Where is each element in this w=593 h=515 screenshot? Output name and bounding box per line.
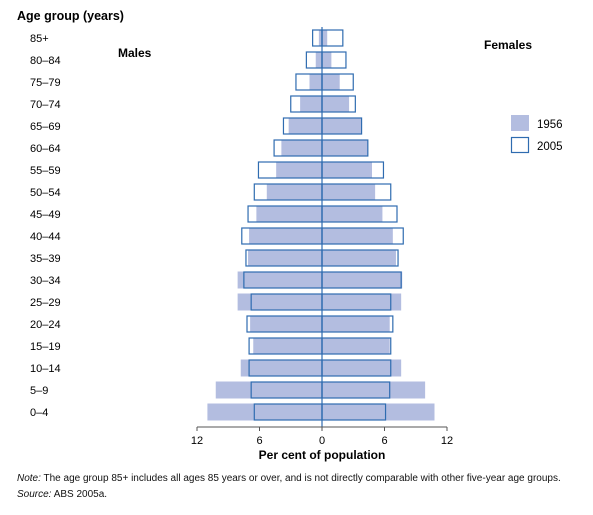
bar-1956-males-65–69 [288,117,322,135]
category-label-25–29: 25–29 [30,297,61,309]
category-label-50–54: 50–54 [30,187,61,199]
bar-1956-males-50–54 [266,183,322,201]
bar-1956-females-25–29 [322,293,402,311]
bar-1956-females-50–54 [322,183,376,201]
category-label-65–69: 65–69 [30,121,61,133]
bar-1956-females-10–14 [322,359,402,377]
category-label-75–79: 75–79 [30,77,61,89]
bar-1956-males-15–19 [253,337,322,355]
bar-1956-females-55–59 [322,161,372,179]
bar-1956-females-45–49 [322,205,383,223]
category-label-5–9: 5–9 [30,385,48,397]
bar-1956-males-60–64 [281,139,322,157]
bar-1956-females-20–24 [322,315,390,333]
legend-label-2005: 2005 [537,141,563,153]
bar-1956-females-75–79 [322,73,340,91]
bar-1956-females-65–69 [322,117,362,135]
bar-1956-females-70–74 [322,95,350,113]
x-axis-title: Per cent of population [259,448,386,462]
category-labels: 0–4 5–9 10–14 15–19 20–24 25–29 30–34 35–39 40–4… [30,33,61,419]
bar-1956-males-0–4 [207,403,322,421]
bar-1956-females-35–39 [322,249,396,267]
bar-1956-males-25–29 [237,293,322,311]
bar-1956-males-35–39 [248,249,322,267]
x-tick-label: 12 [191,435,203,447]
bar-1956-males-40–44 [249,227,322,245]
source-label: Source: [17,489,52,500]
bar-1956-females-60–64 [322,139,368,157]
bar-1956-females-85+ [322,29,328,47]
category-label-20–24: 20–24 [30,319,61,331]
bar-1956-males-70–74 [300,95,322,113]
note: Note: The age group 85+ includes all age… [17,473,561,484]
category-label-40–44: 40–44 [30,231,61,243]
bar-1956-females-30–34 [322,271,403,289]
category-label-10–14: 10–14 [30,363,61,375]
source: Source: ABS 2005a. [17,489,107,500]
y-axis-title: Age group (years) [17,9,124,23]
x-tick-label: 6 [381,435,387,447]
x-axis: 12 6 0 6 12 [191,27,453,447]
bar-1956-females-15–19 [322,337,390,355]
bar-1956-males-5–9 [215,381,322,399]
bar-1956-males-10–14 [240,359,322,377]
category-label-85+: 85+ [30,33,49,45]
legend-label-1956: 1956 [537,119,563,131]
category-label-60–64: 60–64 [30,143,61,155]
legend-swatch-2005 [510,136,530,154]
bar-1956-females-5–9 [322,381,426,399]
category-label-70–74: 70–74 [30,99,61,111]
category-label-35–39: 35–39 [30,253,61,265]
category-label-55–59: 55–59 [30,165,61,177]
note-label: Note: [17,473,41,484]
x-tick-label: 12 [441,435,453,447]
bar-1956-males-30–34 [237,271,322,289]
bar-1956-females-80–84 [322,51,332,69]
category-label-30–34: 30–34 [30,275,61,287]
bar-1956-males-85+ [318,29,322,47]
x-tick-label: 0 [319,435,325,447]
population-pyramid-chart: 0–4 5–9 10–14 15–19 20–24 25–29 30–34 35–39 40–4… [17,9,563,462]
bars-1956-group [207,29,435,421]
x-tick-label: 6 [256,435,262,447]
males-label: Males [118,46,152,60]
bar-1956-males-55–59 [276,161,322,179]
bar-1956-females-0–4 [322,403,435,421]
source-text: ABS 2005a. [51,489,108,500]
bar-1956-males-75–79 [309,73,322,91]
bar-1956-males-20–24 [250,315,322,333]
category-label-15–19: 15–19 [30,341,61,353]
legend-swatch-1956 [511,115,529,131]
category-label-45–49: 45–49 [30,209,61,221]
note-text: The age group 85+ includes all ages 85 y… [40,473,561,484]
bar-1956-males-80–84 [315,51,322,69]
legend: 1956 2005 [510,115,563,154]
bar-1956-males-45–49 [256,205,322,223]
bar-1956-females-40–44 [322,227,393,245]
females-label: Females [484,38,532,52]
category-label-80–84: 80–84 [30,55,61,67]
category-label-0–4: 0–4 [30,407,48,419]
